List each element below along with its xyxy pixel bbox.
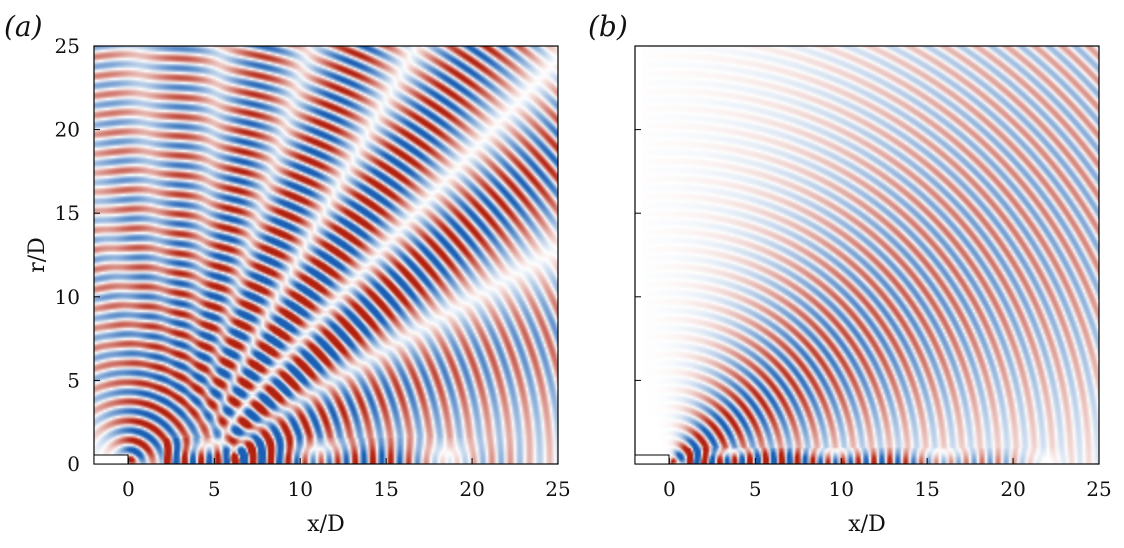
- y-ticks-b: [635, 45, 641, 465]
- heatmap-image-a: [94, 46, 558, 464]
- y-tick-label-a: 20: [55, 118, 80, 142]
- plot-frame-a: [93, 45, 559, 465]
- x-tick-label-a: 20: [459, 477, 484, 501]
- x-tick-label-b: 0: [663, 477, 676, 501]
- x-tick-label-b: 5: [749, 477, 762, 501]
- y-tick-label-a: 15: [55, 201, 80, 225]
- x-tick-label-b: 10: [828, 477, 853, 501]
- y-tick-label-a: 0: [67, 452, 80, 476]
- heatmap-b: [635, 46, 1099, 464]
- panel-label-a: (a): [4, 10, 43, 43]
- y-ticks-a: 0 5 10 15 20 25: [55, 34, 100, 476]
- y-axis-label-a: r/D: [25, 237, 50, 273]
- x-ticks-b: 0 5 10 15 20 25: [663, 458, 1112, 501]
- x-tick-label-b: 25: [1086, 477, 1111, 501]
- x-tick-label-a: 5: [208, 477, 221, 501]
- heatmap-image-b: [635, 46, 1099, 464]
- panel-a: (a) 0 5 10 15 20 25 0 5 10 15 20 25 x/D r/D: [4, 10, 571, 537]
- x-tick-label-b: 20: [1000, 477, 1025, 501]
- y-tick-label-a: 5: [67, 368, 80, 392]
- nozzle-a: [93, 454, 129, 465]
- panel-b: (b) 0 5 10 15 20 25 x/D: [588, 10, 1112, 537]
- x-tick-label-a: 15: [373, 477, 398, 501]
- x-tick-label-a: 10: [287, 477, 312, 501]
- x-tick-label-b: 15: [914, 477, 939, 501]
- y-tick-label-a: 25: [55, 34, 80, 58]
- x-ticks-a: 0 5 10 15 20 25: [122, 458, 571, 501]
- heatmap-a: [94, 46, 558, 464]
- y-tick-label-a: 10: [55, 285, 80, 309]
- x-axis-label-b: x/D: [848, 512, 885, 537]
- panel-label-b: (b): [588, 10, 628, 43]
- x-tick-label-a: 25: [545, 477, 570, 501]
- plot-frame-b: [634, 45, 1100, 465]
- nozzle-b: [634, 454, 670, 465]
- x-tick-label-a: 0: [122, 477, 135, 501]
- x-axis-label-a: x/D: [307, 512, 344, 537]
